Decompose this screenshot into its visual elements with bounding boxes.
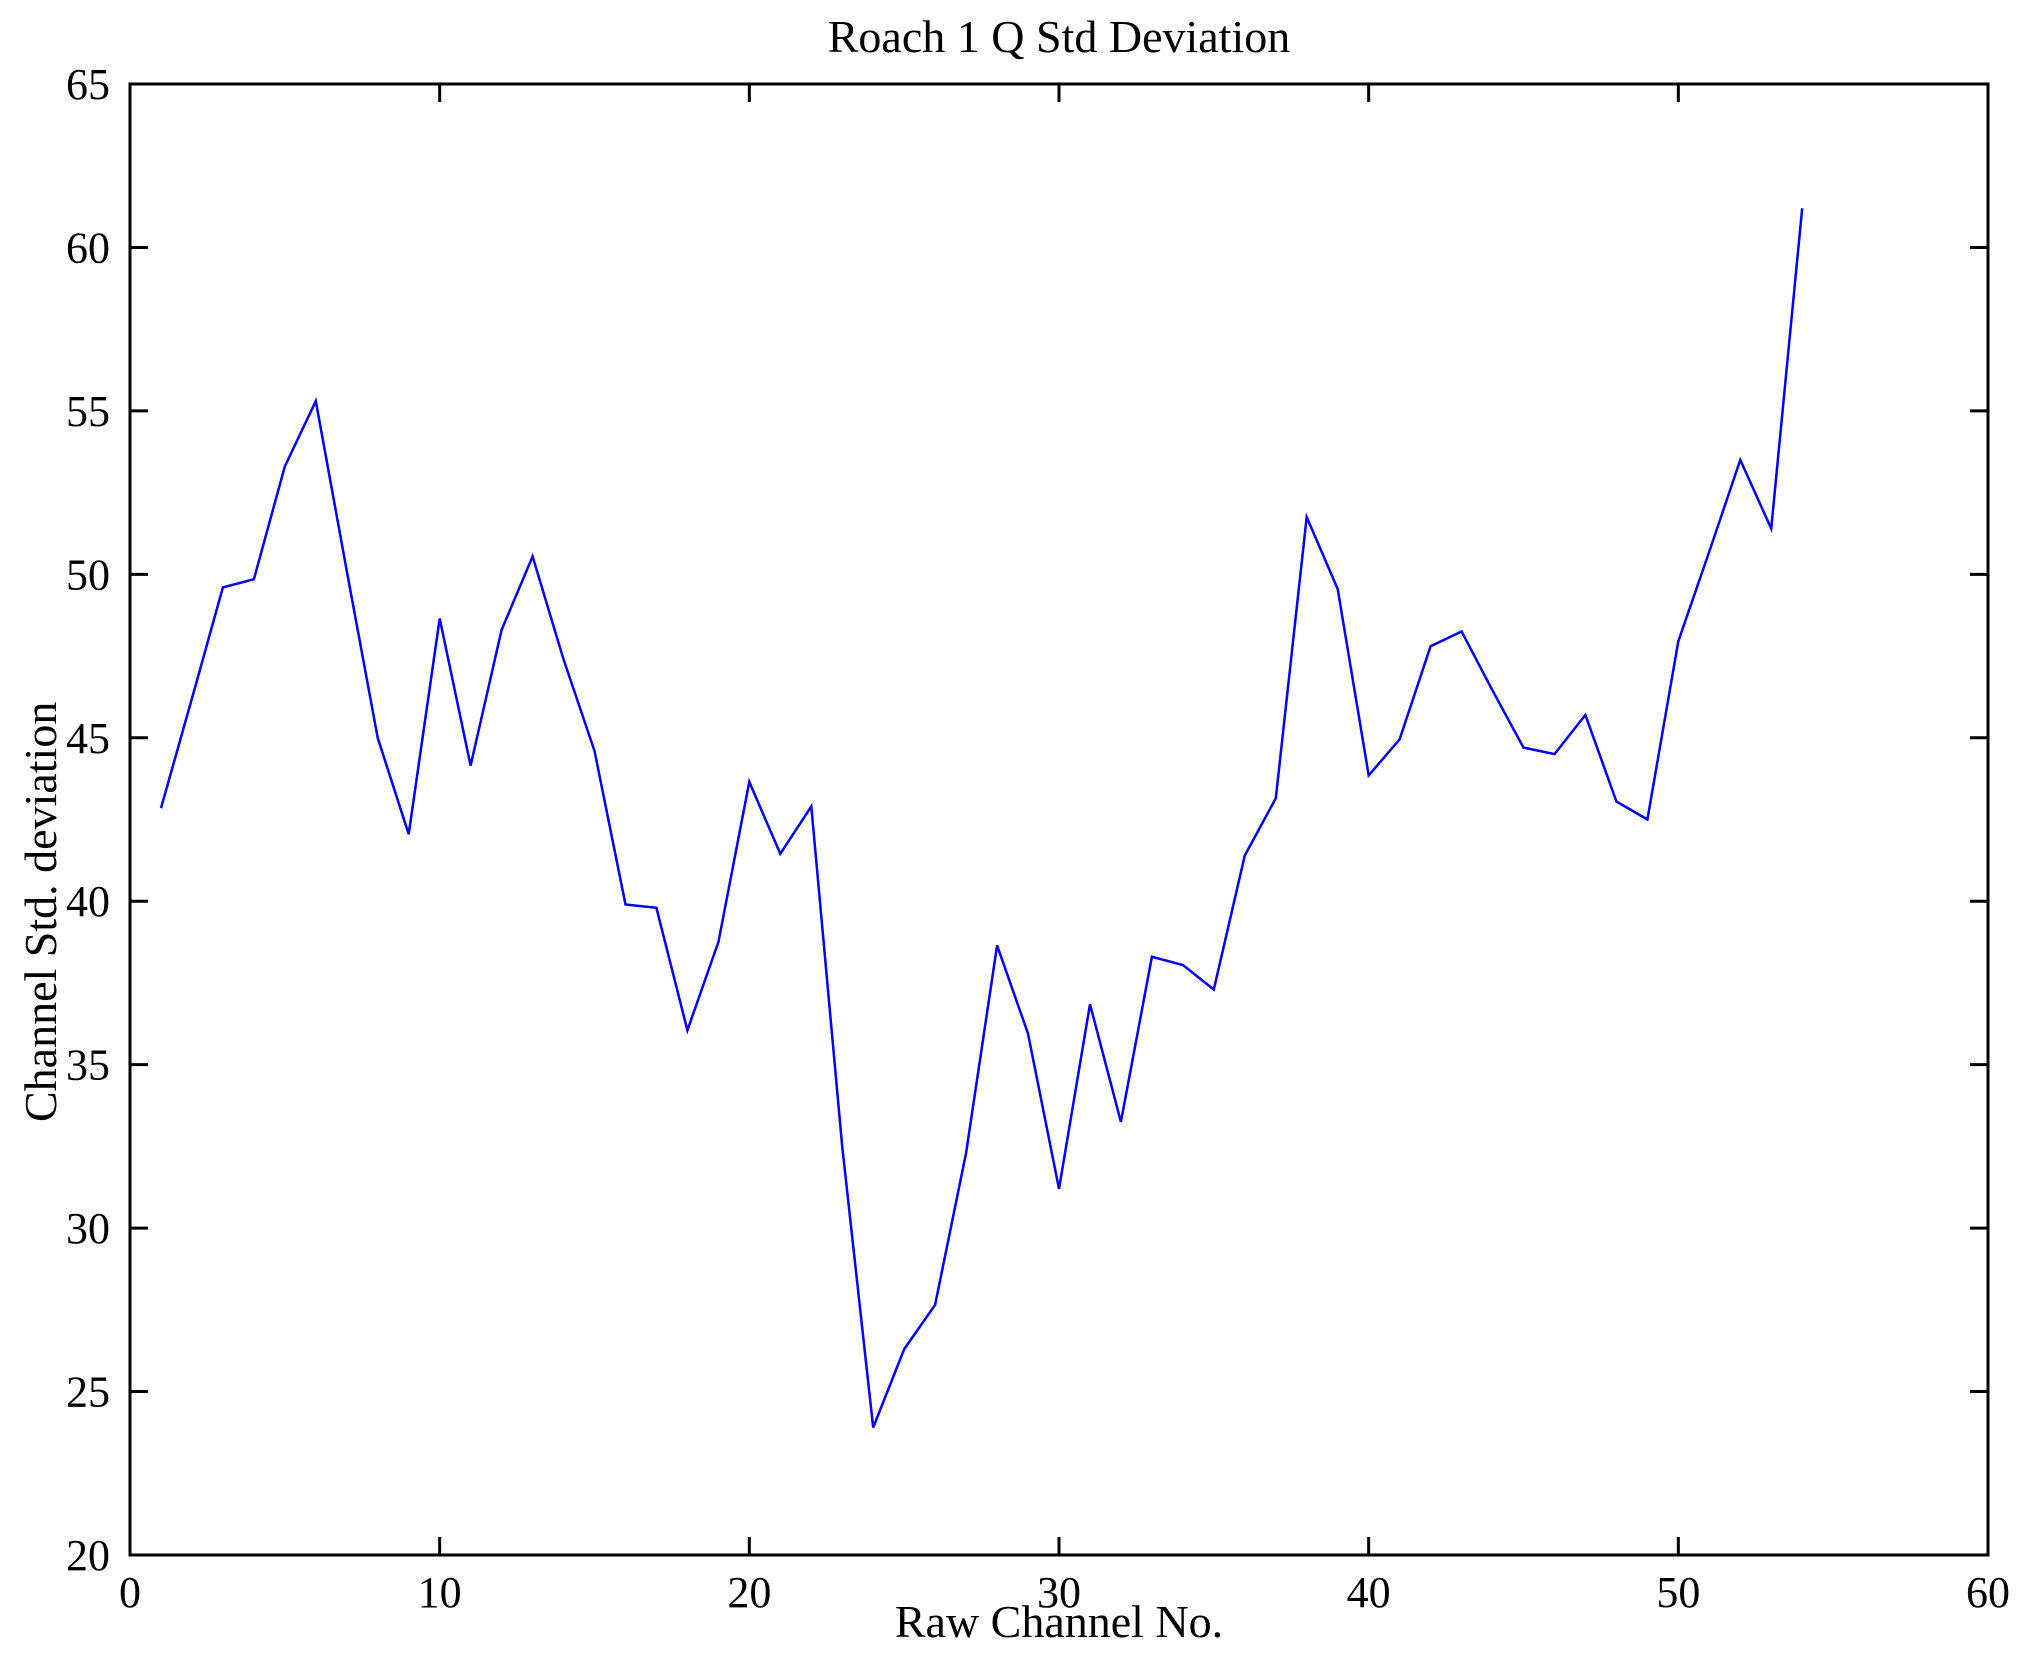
- y-tick-label: 65: [66, 60, 110, 109]
- y-tick-label: 35: [66, 1041, 110, 1090]
- y-tick-label: 50: [66, 550, 110, 599]
- axes-box: [128, 82, 1990, 1557]
- x-tick-label: 50: [1656, 1568, 1700, 1617]
- x-tick-label: 40: [1347, 1568, 1391, 1617]
- y-tick-label: 60: [66, 223, 110, 272]
- chart-title: Roach 1 Q Std Deviation: [827, 11, 1291, 62]
- data-line-channel-std-deviation: [159, 208, 1804, 1428]
- x-tick-label: 30: [1037, 1568, 1081, 1617]
- x-tick-label: 60: [1966, 1568, 2010, 1617]
- x-axis-label: Raw Channel No.: [894, 1596, 1224, 1647]
- y-tick-label: 30: [66, 1204, 110, 1253]
- y-tick-label: 25: [66, 1368, 110, 1417]
- y-axis-label: Channel Std. deviation: [15, 701, 66, 1122]
- y-tick-label: 40: [66, 877, 110, 926]
- y-tick-label: 55: [66, 387, 110, 436]
- x-tick-label: 10: [418, 1568, 462, 1617]
- x-tick-label: 20: [727, 1568, 771, 1617]
- x-tick-label: 0: [119, 1568, 141, 1617]
- y-tick-label: 20: [66, 1531, 110, 1580]
- y-tick-label: 45: [66, 714, 110, 763]
